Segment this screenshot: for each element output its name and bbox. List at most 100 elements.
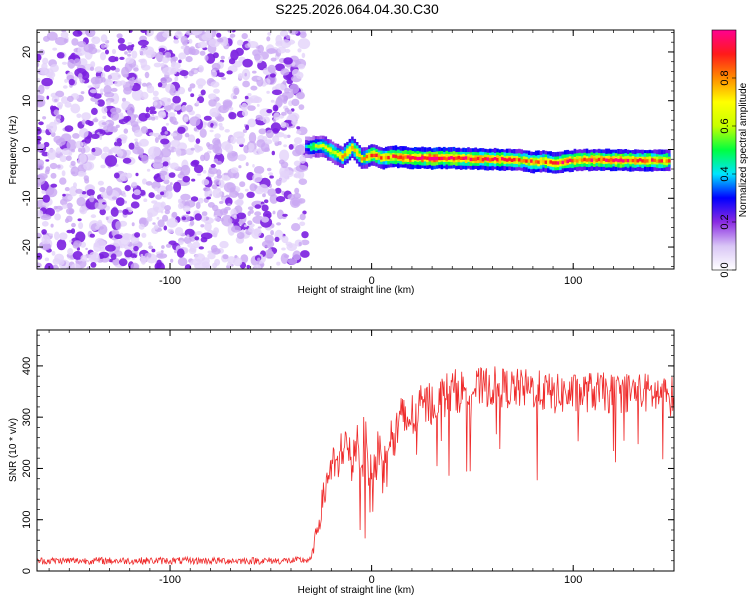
noise-speck xyxy=(232,95,238,100)
noise-speck xyxy=(57,164,61,169)
noise-speck xyxy=(236,232,245,239)
noise-speck xyxy=(209,193,212,197)
noise-speck xyxy=(242,129,247,134)
noise-speck xyxy=(71,171,76,175)
signal-track-cell xyxy=(643,159,647,163)
noise-speck xyxy=(55,36,67,46)
signal-track-cell xyxy=(561,160,565,165)
noise-speck xyxy=(238,165,242,169)
noise-speck xyxy=(264,139,273,145)
noise-speck xyxy=(122,74,129,78)
noise-speck xyxy=(257,226,262,229)
noise-speck xyxy=(216,193,221,197)
noise-speck xyxy=(224,129,230,133)
signal-track-cell xyxy=(438,156,441,161)
signal-track-cell xyxy=(530,159,533,163)
noise-speck xyxy=(212,262,218,269)
noise-speck xyxy=(100,43,106,49)
noise-speck xyxy=(112,145,122,155)
noise-speck xyxy=(275,34,283,45)
noise-speck xyxy=(276,196,286,203)
noise-speck xyxy=(89,89,98,94)
noise-speck xyxy=(180,45,186,50)
noise-speck xyxy=(40,214,52,221)
noise-speck xyxy=(124,51,128,55)
noise-speck xyxy=(207,250,213,254)
signal-track-cell xyxy=(612,158,615,163)
noise-speck xyxy=(233,214,237,220)
signal-track-cell xyxy=(358,153,361,157)
noise-speck xyxy=(61,96,69,104)
noise-speck xyxy=(165,184,173,192)
noise-speck xyxy=(66,139,77,151)
snr-y-ticks: 0 100 200 300 400 xyxy=(21,334,674,574)
noise-speck xyxy=(104,155,118,167)
noise-speck xyxy=(42,57,49,65)
noise-speck xyxy=(104,91,115,98)
noise-speck xyxy=(153,62,162,68)
noise-speck xyxy=(50,223,54,228)
noise-speck xyxy=(71,149,75,153)
signal-track-cell xyxy=(641,159,644,163)
x-tick-label: 100 xyxy=(564,574,582,586)
noise-speck xyxy=(297,38,311,50)
noise-speck xyxy=(149,106,156,112)
signal-track-cell xyxy=(428,157,432,161)
noise-speck xyxy=(296,91,305,100)
signal-track-cell xyxy=(488,158,492,162)
noise-speck xyxy=(148,245,154,250)
noise-speck xyxy=(210,70,217,78)
noise-speck xyxy=(99,135,103,140)
noise-speck xyxy=(141,232,147,238)
signal-track-cell xyxy=(404,155,407,159)
signal-track-cell xyxy=(626,158,630,163)
signal-track-cell xyxy=(365,154,369,159)
noise-speck xyxy=(291,98,300,107)
noise-speck xyxy=(217,72,225,78)
noise-speck xyxy=(55,90,65,98)
noise-speck xyxy=(200,89,206,96)
noise-speck xyxy=(70,160,76,166)
signal-track-cell xyxy=(624,158,627,163)
noise-speck xyxy=(247,41,259,48)
noise-speck xyxy=(257,257,261,262)
colorbar-frame xyxy=(711,29,737,271)
noise-speck xyxy=(195,231,203,235)
signal-track-cell xyxy=(389,154,393,159)
noise-speck xyxy=(117,209,123,213)
noise-speck xyxy=(78,73,83,80)
noise-speck xyxy=(219,201,224,204)
noise-speck xyxy=(230,167,239,174)
noise-speck xyxy=(270,230,274,236)
noise-speck xyxy=(234,152,238,156)
noise-speck xyxy=(216,160,223,165)
noise-speck xyxy=(244,95,249,100)
colorbar-tick-label: 0.6 xyxy=(719,118,731,133)
noise-speck xyxy=(165,122,169,126)
signal-track-cell xyxy=(433,157,436,161)
noise-speck xyxy=(213,227,220,235)
noise-speck xyxy=(176,148,182,157)
noise-speck xyxy=(99,187,106,193)
noise-speck xyxy=(37,53,42,61)
noise-speck xyxy=(162,111,166,116)
noise-speck xyxy=(194,69,198,74)
noise-speck xyxy=(181,216,187,221)
noise-speck xyxy=(90,76,100,85)
noise-speck xyxy=(103,65,111,72)
noise-speck xyxy=(73,75,78,82)
noise-speck xyxy=(180,164,191,176)
noise-speck xyxy=(294,172,301,179)
noise-speck xyxy=(210,163,216,168)
figure-title: S225.2026.064.04.30.C30 xyxy=(275,1,439,17)
noise-speck xyxy=(180,35,188,45)
noise-speck xyxy=(295,144,306,155)
noise-speck xyxy=(200,232,213,240)
noise-speck xyxy=(148,146,161,158)
noise-speck xyxy=(85,259,90,263)
noise-speck xyxy=(100,164,106,169)
signal-track-cell xyxy=(426,156,429,160)
noise-speck xyxy=(72,30,83,37)
snr-frame xyxy=(36,329,675,572)
noise-speck xyxy=(223,175,228,180)
